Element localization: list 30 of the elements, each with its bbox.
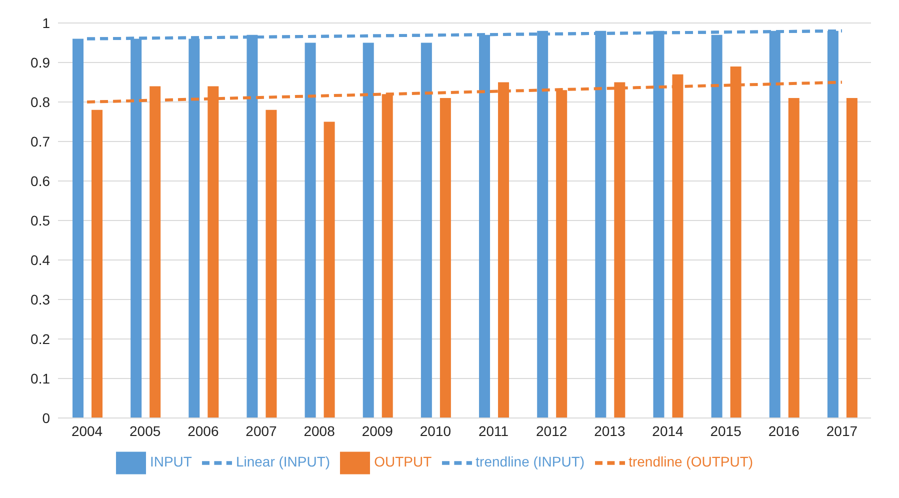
y-tick-label: 0.9 xyxy=(30,54,50,70)
x-tick-label: 2015 xyxy=(710,422,742,439)
y-tick-label: 0.4 xyxy=(30,252,50,268)
x-tick-label: 2006 xyxy=(188,422,219,439)
y-tick-label: 0.7 xyxy=(30,133,50,150)
x-tick-label: 2012 xyxy=(536,422,568,439)
x-tick-label: 2005 xyxy=(130,422,161,439)
x-tick-label: 2010 xyxy=(420,422,452,439)
y-tick-label: 1 xyxy=(42,14,50,31)
y-tick-label: 0.5 xyxy=(30,212,50,228)
x-tick-label: 2016 xyxy=(768,422,800,439)
y-tick-label: 0 xyxy=(42,410,50,426)
y-tick-label: 0.3 xyxy=(30,291,50,308)
x-tick-label: 2008 xyxy=(304,422,336,439)
x-tick-label: 2013 xyxy=(594,422,626,439)
x-tick-label: 2011 xyxy=(478,422,509,439)
legend-label: trendline (INPUT) xyxy=(476,454,585,470)
legend-label: Linear (INPUT) xyxy=(236,454,330,470)
legend-label: INPUT xyxy=(150,454,192,470)
x-tick-label: 2007 xyxy=(246,422,278,439)
legend-label: trendline (OUTPUT) xyxy=(628,454,754,470)
x-tick-label: 2017 xyxy=(826,422,858,439)
y-tick-label: 0.6 xyxy=(30,172,50,189)
x-tick-label: 2009 xyxy=(362,422,394,439)
y-tick-label: 0.1 xyxy=(30,370,50,386)
x-tick-label: 2004 xyxy=(71,422,103,439)
legend-label: OUTPUT xyxy=(374,454,432,470)
x-tick-label: 2014 xyxy=(652,422,684,439)
y-tick-label: 0.2 xyxy=(30,330,50,347)
y-tick-label: 0.8 xyxy=(30,94,50,110)
